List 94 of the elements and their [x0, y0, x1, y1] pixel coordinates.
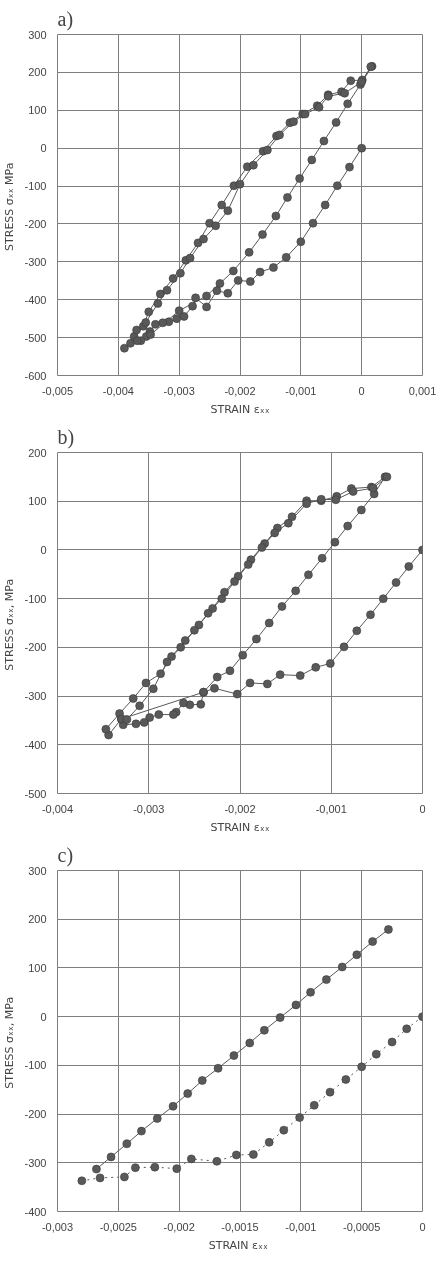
x-tick-label: -0,005: [41, 384, 74, 397]
point: [213, 1063, 223, 1073]
y-tick-label: -200: [24, 217, 47, 230]
point: [275, 1013, 285, 1022]
x-tick-label: -0,004: [102, 384, 134, 397]
y-tick-label: 0: [40, 142, 47, 155]
y-tick-label: 100: [28, 495, 47, 508]
point: [341, 1075, 351, 1084]
x-tick-label: -0,002: [163, 1220, 195, 1233]
point: [260, 1025, 269, 1035]
point: [168, 1101, 178, 1111]
y-tick-label: -200: [24, 1108, 47, 1121]
point: [172, 1164, 182, 1173]
point: [212, 1157, 222, 1166]
point: [232, 1150, 241, 1160]
y-tick-label: 200: [28, 913, 47, 926]
x-tick-label: -0,0025: [99, 1220, 137, 1233]
x-tick-label: -0,001: [285, 1220, 317, 1233]
y-tick-label: -100: [24, 180, 47, 193]
y-tick-label: -500: [24, 331, 47, 344]
x-tick-label: -0,001: [315, 802, 347, 815]
x-tick-label: -0,002: [224, 802, 256, 815]
point: [337, 962, 347, 972]
y-tick-label: -100: [24, 1059, 47, 1072]
point: [279, 1125, 289, 1135]
y-tick-label: -600: [24, 369, 47, 382]
y-tick-label: -400: [24, 738, 47, 751]
y-tick-label: 0: [40, 1010, 47, 1023]
chart-title: c): [57, 843, 74, 867]
point: [229, 1051, 239, 1060]
point: [122, 1139, 132, 1149]
x-axis-title: STRAIN εₓₓ: [210, 402, 270, 416]
x-tick-label: 0,001: [408, 384, 437, 397]
point: [371, 1049, 381, 1059]
y-tick-label: 200: [28, 66, 47, 79]
point: [131, 1163, 140, 1172]
x-tick-label: -0,003: [163, 384, 195, 397]
y-tick-label: -400: [24, 1205, 47, 1218]
y-tick-label: 0: [40, 543, 47, 556]
x-tick-label: -0,004: [41, 802, 74, 815]
y-tick-label: 100: [28, 961, 47, 974]
point: [291, 1000, 301, 1010]
y-tick-label: 300: [28, 864, 47, 877]
point: [387, 1037, 397, 1047]
y-tick-label: -200: [24, 641, 47, 654]
point: [197, 1076, 207, 1085]
x-tick-label: 0: [358, 384, 365, 397]
y-tick-label: 200: [28, 446, 47, 459]
y-tick-label: -100: [24, 592, 47, 605]
point: [137, 1126, 146, 1136]
y-tick-label: -500: [24, 787, 47, 800]
point: [183, 1089, 192, 1098]
point: [309, 1101, 319, 1110]
y-tick-label: 300: [28, 28, 47, 41]
y-axis-title: STRESS σₓₓ, MPa: [3, 996, 17, 1089]
point: [295, 1113, 304, 1122]
point: [249, 1150, 258, 1159]
x-tick-label: -0,0015: [221, 1220, 259, 1233]
point: [384, 925, 393, 934]
point: [77, 1176, 87, 1186]
point: [245, 1038, 255, 1048]
x-axis-title: STRAIN εₓₓ: [208, 1238, 268, 1252]
y-axis-title: STRESS σₓₓ, MPa: [3, 578, 17, 671]
point: [187, 1154, 196, 1164]
x-tick-label: 0: [419, 1220, 426, 1233]
point: [150, 1162, 160, 1172]
y-axis-title: STRESS σₓₓ MPa: [3, 162, 17, 251]
x-tick-label: -0,001: [285, 384, 317, 397]
y-tick-label: -400: [24, 293, 47, 306]
point: [368, 937, 377, 946]
chart-title: b): [57, 425, 75, 449]
point: [322, 975, 331, 984]
point: [402, 1024, 411, 1034]
x-tick-label: -0,0005: [343, 1220, 381, 1233]
point: [306, 987, 315, 997]
point: [120, 1172, 129, 1182]
x-tick-label: -0,002: [224, 384, 256, 397]
point: [95, 1173, 105, 1183]
x-axis-title: STRAIN εₓₓ: [210, 820, 270, 834]
point: [352, 950, 362, 960]
point: [357, 1062, 366, 1072]
x-tick-label: -0,003: [133, 802, 165, 815]
point: [152, 1114, 162, 1123]
point: [264, 1138, 274, 1147]
x-tick-label: -0,003: [41, 1220, 74, 1233]
point: [325, 1087, 335, 1097]
x-tick-label: 0: [419, 802, 426, 815]
point: [106, 1152, 116, 1162]
chart-title: a): [57, 7, 74, 31]
y-tick-label: 100: [28, 104, 47, 117]
point: [92, 1164, 101, 1174]
y-tick-label: -300: [24, 255, 47, 268]
y-tick-label: -300: [24, 690, 47, 703]
y-tick-label: -300: [24, 1156, 47, 1169]
